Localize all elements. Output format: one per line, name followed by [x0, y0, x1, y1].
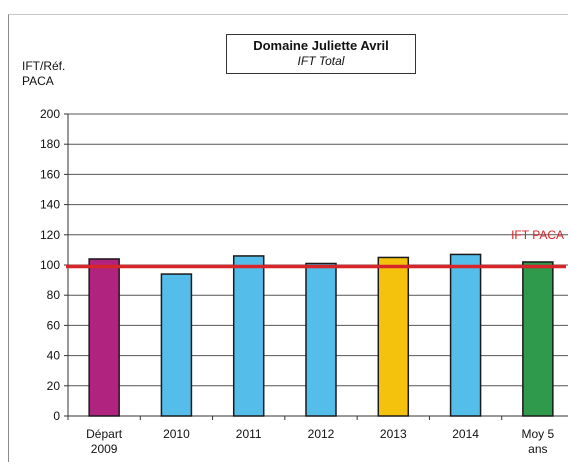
y-tick-label: 140	[40, 198, 60, 212]
x-tick-label: 2012	[308, 427, 335, 441]
x-tick-label: Moy 5	[522, 427, 555, 441]
x-tick-label: 2011	[236, 427, 262, 441]
y-axis-label-line-2: PACA	[22, 74, 54, 88]
x-tick-label: ans	[528, 442, 547, 456]
chart-subtitle: IFT Total	[297, 54, 345, 68]
y-tick-label: 180	[40, 137, 60, 151]
bar	[522, 261, 554, 417]
y-tick-label: 160	[40, 167, 60, 181]
bar	[232, 255, 265, 417]
x-tick-label: 2009	[91, 442, 118, 456]
y-axis-label: IFT/Réf. PACA	[22, 59, 65, 89]
chart-frame	[8, 14, 568, 462]
y-axis-label-line-1: IFT/Réf.	[22, 59, 66, 73]
x-tick-label: 2014	[452, 427, 479, 441]
bar	[449, 253, 482, 417]
x-tick-label: Départ	[86, 427, 123, 441]
reference-line-label: IFT PACA	[511, 228, 564, 242]
bar	[377, 256, 410, 417]
y-tick-label: 100	[40, 258, 60, 272]
y-tick-label: 20	[47, 379, 61, 393]
bar	[88, 258, 120, 417]
y-tick-label: 200	[40, 107, 60, 121]
y-tick-label: 40	[47, 349, 61, 363]
chart-title: Domaine Juliette Avril	[253, 38, 389, 53]
x-tick-label: 2013	[380, 427, 407, 441]
y-tick-label: 120	[40, 228, 60, 242]
x-tick-label: 2010	[163, 427, 190, 441]
y-tick-label: 80	[47, 288, 61, 302]
y-tick-label: 60	[47, 318, 61, 332]
chart-title-box: Domaine Juliette Avril IFT Total	[226, 34, 416, 74]
bar	[160, 273, 193, 417]
bar	[305, 262, 337, 417]
y-tick-label: 0	[53, 409, 60, 423]
